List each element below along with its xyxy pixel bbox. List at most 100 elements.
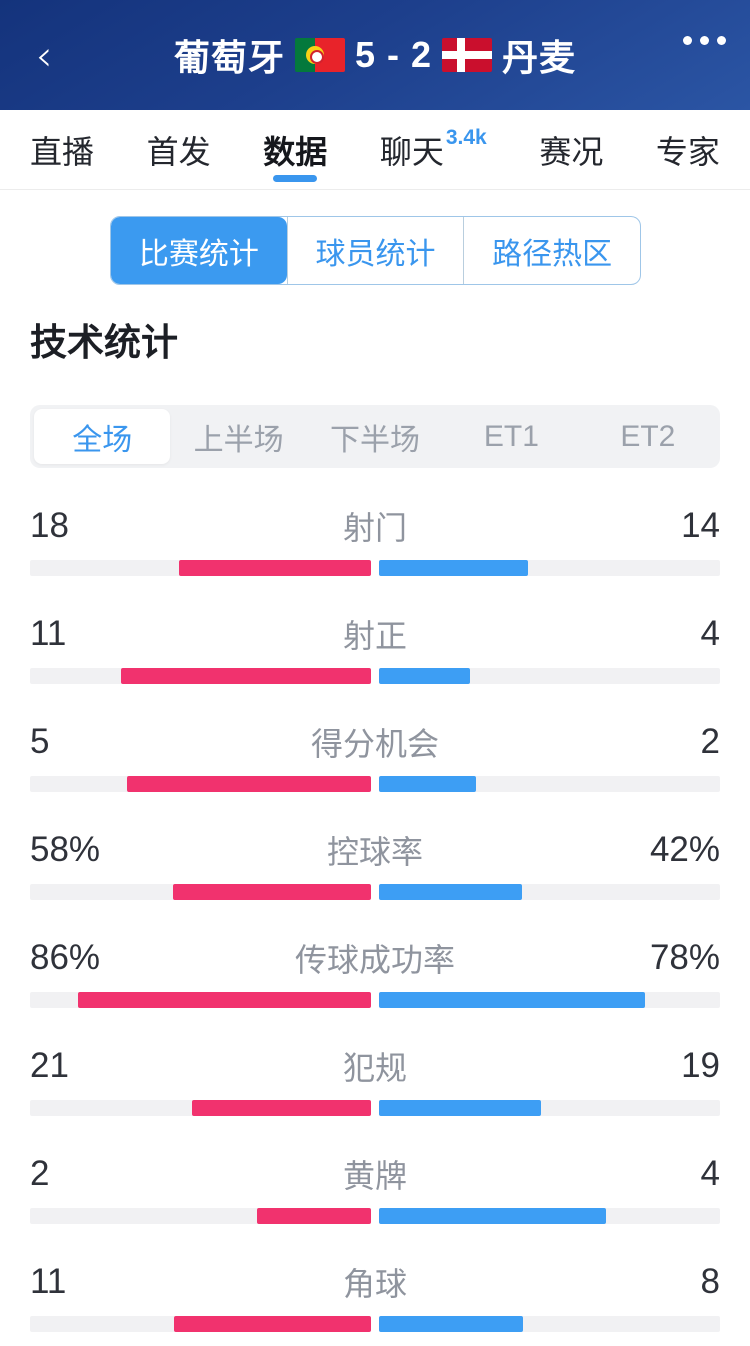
bar-center-gap [371,992,379,1008]
tab-专家[interactable]: 专家 [656,110,720,190]
tab-bar: 直播 首发 数据 聊天 3.4k 赛况 专家 [0,110,750,190]
away-bar-track [379,1100,720,1116]
stat-bar [30,992,720,1008]
stat-row: 21 犯规 19 [30,1008,720,1116]
period-tab-下半场[interactable]: 下半场 [330,423,421,457]
bar-center-gap [371,1316,379,1332]
home-bar-fill [120,668,371,684]
more-menu-icon[interactable] [683,36,726,45]
bar-center-gap [371,668,379,684]
away-stat-value: 4 [700,1154,720,1193]
away-bar-track [379,992,720,1008]
home-bar-track [30,1208,371,1224]
away-stat-value: 14 [681,506,720,545]
home-bar-fill [191,1100,371,1116]
stat-label: 得分机会 [310,726,439,762]
home-bar-track [30,776,371,792]
match-title: 葡萄牙 5 - 2 丹麦 [174,29,576,81]
tab-赛况[interactable]: 赛况 [539,110,603,190]
stat-values: 58% 控球率 42% [30,828,720,872]
home-bar-track [30,560,371,576]
stat-row: 11 角球 8 [30,1224,720,1332]
away-bar-fill [379,884,523,900]
stat-values: 2 黄牌 4 [30,1152,720,1196]
stat-label: 黄牌 [342,1158,407,1194]
segment-路径热区[interactable]: 路径热区 [463,217,640,284]
home-stat-value: 11 [30,614,67,653]
period-tab-ET2[interactable]: ET2 [620,419,676,453]
bar-center-gap [371,1208,379,1224]
home-stat-value: 11 [30,1262,67,1301]
home-stat-value: 21 [30,1046,69,1085]
stat-label: 射正 [342,618,407,654]
stat-row: 2 黄牌 4 [30,1116,720,1224]
away-bar-fill [379,560,529,576]
stat-row: 11 射正 4 [30,576,720,684]
bar-center-gap [371,884,379,900]
tab-数据[interactable]: 数据 [263,110,327,190]
period-tab-ET1[interactable]: ET1 [483,419,539,453]
stat-bar [30,560,720,576]
segment-比赛统计[interactable]: 比赛统计 [111,217,287,284]
match-score: 5 - 2 [354,34,433,75]
stat-row: 58% 控球率 42% [30,792,720,900]
away-bar-track [379,560,720,576]
segment-球员统计[interactable]: 球员统计 [286,217,464,284]
stat-row: 86% 传球成功率 78% [30,900,720,1008]
period-tab-全场[interactable]: 全场 [34,409,171,464]
away-bar-track [379,884,720,900]
tab-label: 数据 [263,133,328,170]
stat-bar [30,1316,720,1332]
tab-首发[interactable]: 首发 [147,110,211,190]
away-stat-value: 42% [649,830,720,869]
tab-直播[interactable]: 直播 [30,110,94,190]
stat-values: 21 犯规 19 [30,1044,720,1088]
tab-label: 直播 [30,133,95,170]
home-stat-value: 86% [30,938,101,977]
stat-label: 射门 [342,510,407,546]
match-header: ‹ 葡萄牙 5 - 2 丹麦 [0,0,750,110]
bar-center-gap [371,776,379,792]
home-bar-track [30,992,371,1008]
away-bar-track [379,1316,720,1332]
away-bar-fill [379,1100,541,1116]
home-team-name: 葡萄牙 [173,37,285,78]
stat-bar [30,1208,720,1224]
back-icon[interactable]: ‹ [35,31,53,80]
home-stat-value: 18 [30,506,69,545]
tab-label: 聊天 [379,133,444,170]
home-bar-track [30,668,371,684]
portugal-flag-icon [294,38,345,72]
away-bar-track [379,776,720,792]
away-stat-value: 8 [700,1262,720,1301]
tab-label: 首发 [146,133,211,170]
stat-label: 角球 [342,1266,407,1302]
home-stat-value: 58% [30,830,101,869]
tab-badge: 3.4k [445,125,487,149]
bar-center-gap [371,560,379,576]
stat-bar [30,1100,720,1116]
stat-values: 86% 传球成功率 78% [30,936,720,980]
away-team-name: 丹麦 [502,37,577,78]
away-bar-fill [379,1208,607,1224]
away-stat-value: 4 [700,614,720,653]
denmark-flag-icon [442,38,493,72]
away-bar-track [379,1208,720,1224]
away-bar-fill [379,992,645,1008]
stat-label: 控球率 [326,834,423,870]
home-bar-track [30,1316,371,1332]
section-title: 技术统计 [30,322,178,363]
away-bar-fill [379,668,470,684]
away-bar-fill [379,1316,523,1332]
home-bar-track [30,884,371,900]
period-tabs: 全场 上半场 下半场 ET1 ET2 [30,405,720,468]
home-bar-track [30,1100,371,1116]
stat-label: 犯规 [342,1050,407,1086]
period-tab-上半场[interactable]: 上半场 [193,423,284,457]
home-bar-fill [257,1208,371,1224]
away-stat-value: 19 [681,1046,720,1085]
tab-label: 赛况 [539,133,604,170]
home-bar-fill [173,1316,371,1332]
home-stat-value: 5 [30,722,50,761]
tab-聊天[interactable]: 聊天 3.4k [380,110,487,190]
